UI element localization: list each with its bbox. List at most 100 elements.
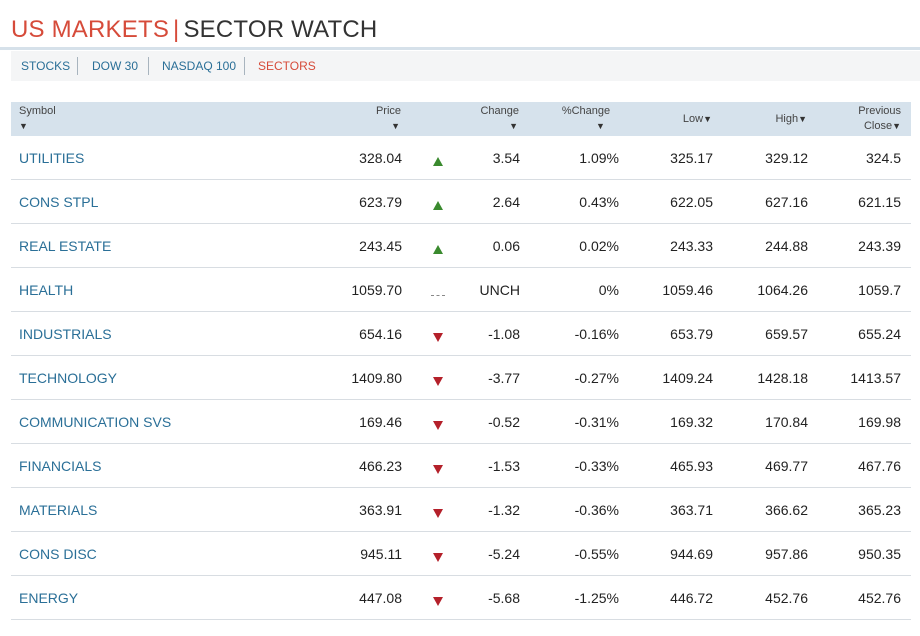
low-value: 446.72 — [670, 590, 713, 606]
column-header-change[interactable]: Change ▼ — [480, 104, 519, 134]
change-value: 2.64 — [492, 194, 520, 210]
triangle-up-icon — [433, 157, 443, 166]
triangle-down-icon — [433, 421, 443, 430]
high-value: 469.77 — [765, 458, 808, 474]
market-nav: STOCKS DOW 30 NASDAQ 100 SECTORS — [11, 51, 920, 81]
column-label-previous: Previous — [858, 105, 901, 117]
direction-indicator — [431, 180, 447, 224]
sector-symbol-link[interactable]: ENERGY — [19, 590, 79, 606]
previous-close-value: 452.76 — [858, 590, 901, 606]
sector-symbol-link[interactable]: MATERIALS — [19, 502, 98, 518]
direction-indicator — [431, 312, 447, 356]
sector-symbol-link[interactable]: HEALTH — [19, 282, 74, 298]
sort-arrow-icon: ▼ — [703, 114, 712, 124]
change-value: -3.77 — [488, 370, 520, 386]
page-title: US MARKETS | SECTOR WATCH — [11, 15, 377, 45]
sector-symbol-link[interactable]: INDUSTRIALS — [19, 326, 112, 342]
direction-indicator — [431, 444, 447, 488]
column-header-pct-change[interactable]: %Change ▼ — [558, 104, 614, 134]
previous-close-value: 1413.57 — [850, 370, 901, 386]
price-value: 243.45 — [359, 238, 402, 254]
tab-stocks[interactable]: STOCKS — [21, 59, 71, 73]
low-value: 1059.46 — [662, 282, 713, 298]
table-row[interactable]: REAL ESTATE 243.45 0.06 0.02% 243.33 244.88 24… — [11, 224, 911, 268]
high-value: 957.86 — [765, 546, 808, 562]
nav-divider — [77, 57, 78, 75]
direction-indicator — [431, 400, 447, 444]
table-row[interactable]: TECHNOLOGY 1409.80 -3.77 -0.27% 1409.24 1428.… — [11, 356, 911, 400]
sort-arrow-icon: ▼ — [19, 121, 28, 131]
table-row[interactable]: CONS STPL 623.79 2.64 0.43% 622.05 627.16 621.… — [11, 180, 911, 224]
high-value: 1428.18 — [757, 370, 808, 386]
table-row[interactable]: COMMUNICATION SVS 169.46 -0.52 -0.31% 169.32… — [11, 400, 911, 444]
previous-close-value: 365.23 — [858, 502, 901, 518]
change-value: 3.54 — [492, 150, 520, 166]
tab-sectors[interactable]: SECTORS — [258, 59, 316, 73]
direction-indicator — [431, 268, 447, 312]
title-separator: | — [173, 16, 180, 43]
sort-arrow-icon: ▼ — [798, 114, 807, 124]
pct-change-value: 0.02% — [579, 238, 619, 254]
table-row[interactable]: CONS DISC 945.11 -5.24 -0.55% 944.69 957.86 95… — [11, 532, 911, 576]
pct-change-value: -0.55% — [574, 546, 619, 562]
header-bar: US MARKETS | SECTOR WATCH — [0, 0, 920, 50]
direction-indicator — [431, 532, 447, 576]
pct-change-value: 1.09% — [579, 150, 619, 166]
previous-close-value: 1059.7 — [858, 282, 901, 298]
table-row[interactable]: INDUSTRIALS 654.16 -1.08 -0.16% 653.79 659.57… — [11, 312, 911, 356]
table-row[interactable]: FINANCIALS 466.23 -1.53 -0.33% 465.93 469.77 4… — [11, 444, 911, 488]
low-value: 243.33 — [670, 238, 713, 254]
column-header-price[interactable]: Price ▼ — [376, 104, 401, 134]
change-value: -1.53 — [488, 458, 520, 474]
column-header-high[interactable]: High▼ — [775, 112, 807, 127]
low-value: 944.69 — [670, 546, 713, 562]
sector-symbol-link[interactable]: TECHNOLOGY — [19, 370, 118, 386]
column-label-price: Price — [375, 105, 401, 117]
sector-symbol-link[interactable]: CONS DISC — [19, 546, 97, 562]
sector-symbol-link[interactable]: UTILITIES — [19, 150, 85, 166]
column-label-symbol: Symbol — [19, 105, 56, 117]
triangle-down-icon — [433, 333, 443, 342]
table-row[interactable]: HEALTH 1059.70 UNCH 0% 1059.46 1064.26 1059.7 — [11, 268, 911, 312]
triangle-down-icon — [433, 465, 443, 474]
price-value: 1409.80 — [351, 370, 402, 386]
price-value: 1059.70 — [351, 282, 402, 298]
table-row[interactable]: MATERIALS 363.91 -1.32 -0.36% 363.71 366.62 36… — [11, 488, 911, 532]
direction-indicator — [431, 224, 447, 268]
direction-indicator — [431, 136, 447, 180]
previous-close-value: 950.35 — [858, 546, 901, 562]
high-value: 627.16 — [765, 194, 808, 210]
sort-arrow-icon: ▼ — [596, 121, 605, 131]
triangle-up-icon — [433, 201, 443, 210]
sector-symbol-link[interactable]: FINANCIALS — [19, 458, 102, 474]
change-value: 0.06 — [492, 238, 520, 254]
triangle-down-icon — [433, 553, 443, 562]
column-header-symbol[interactable]: Symbol ▼ — [19, 104, 56, 134]
price-value: 169.46 — [359, 414, 402, 430]
triangle-down-icon — [433, 377, 443, 386]
table-header: Symbol ▼ Price ▼ Change ▼ %Change ▼ Low▼… — [11, 102, 911, 136]
low-value: 622.05 — [670, 194, 713, 210]
low-value: 465.93 — [670, 458, 713, 474]
price-value: 328.04 — [359, 150, 402, 166]
high-value: 329.12 — [765, 150, 808, 166]
pct-change-value: -0.31% — [574, 414, 619, 430]
price-value: 466.23 — [359, 458, 402, 474]
price-value: 623.79 — [359, 194, 402, 210]
high-value: 170.84 — [765, 414, 808, 430]
table-row[interactable]: UTILITIES 328.04 3.54 1.09% 325.17 329.12 324.… — [11, 136, 911, 180]
tab-nasdaq-100[interactable]: NASDAQ 100 — [162, 59, 237, 73]
column-label-pct-change: %Change — [561, 105, 611, 117]
sector-symbol-link[interactable]: REAL ESTATE — [19, 238, 112, 254]
direction-indicator — [431, 356, 447, 400]
column-header-previous-close[interactable]: Previous Close▼ — [858, 104, 901, 134]
triangle-down-icon — [433, 597, 443, 606]
column-header-low[interactable]: Low▼ — [683, 112, 712, 127]
sector-symbol-link[interactable]: CONS STPL — [19, 194, 99, 210]
tab-dow-30[interactable]: DOW 30 — [92, 59, 139, 73]
sector-table-body: UTILITIES 328.04 3.54 1.09% 325.17 329.12 324.… — [11, 136, 911, 620]
pct-change-value: -0.36% — [574, 502, 619, 518]
table-row[interactable]: ENERGY 447.08 -5.68 -1.25% 446.72 452.76 452.7… — [11, 576, 911, 620]
sector-symbol-link[interactable]: COMMUNICATION SVS — [19, 414, 172, 430]
pct-change-value: -1.25% — [574, 590, 619, 606]
